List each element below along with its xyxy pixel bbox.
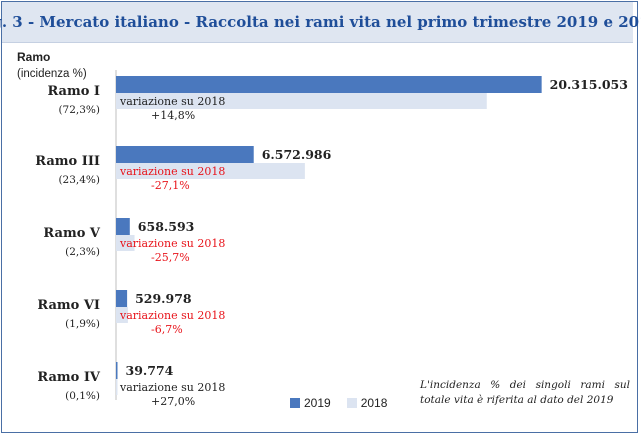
- bar-2019-2: [116, 146, 254, 163]
- variation-value-5: +27,0%: [151, 395, 195, 408]
- title-bar: Fig. 3 - Mercato italiano - Raccolta nei…: [0, 2, 641, 43]
- variation-value-4: -6,7%: [151, 323, 183, 336]
- value-label-2019-5: 39.774: [126, 363, 174, 378]
- bar-2019-3: [116, 218, 130, 235]
- incidenza-label-2: (23,4%): [58, 174, 100, 186]
- variation-caption-5: variazione su 2018: [119, 381, 225, 394]
- column-header-incidenza: (incidenza %): [17, 68, 87, 80]
- legend-item-2019: 2019: [290, 396, 331, 410]
- legend-item-2018: 2018: [346, 396, 388, 410]
- variation-caption-1: variazione su 2018: [119, 95, 225, 108]
- bar-2019-1: [116, 76, 542, 93]
- incidenza-label-1: (72,3%): [58, 104, 100, 116]
- bar-2018-5: [116, 379, 118, 395]
- value-label-2019-1: 20.315.053: [550, 77, 628, 92]
- legend-swatch-2019: [290, 398, 300, 408]
- variation-value-2: -27,1%: [151, 179, 190, 192]
- footnote: L'incidenza % dei singoli rami sul total…: [420, 379, 630, 406]
- bar-2018-3: [116, 235, 135, 251]
- column-header-ramo: Ramo: [17, 50, 51, 64]
- bar-2019-4: [116, 290, 128, 307]
- bar-2018-4: [116, 307, 128, 323]
- variation-caption-3: variazione su 2018: [119, 237, 225, 250]
- incidenza-label-3: (2,3%): [65, 246, 100, 258]
- variation-caption-4: variazione su 2018: [119, 309, 225, 322]
- incidenza-label-4: (1,9%): [65, 318, 100, 330]
- value-label-2019-2: 6.572.986: [262, 147, 332, 162]
- bar-2018-1: [116, 93, 487, 109]
- legend-swatch-2018: [346, 398, 357, 408]
- legend: 2019 2018: [290, 396, 403, 410]
- incidenza-label-5: (0,1%): [65, 390, 100, 402]
- category-label-3: Ramo V: [43, 226, 100, 241]
- variation-caption-2: variazione su 2018: [119, 165, 225, 178]
- variation-value-1: +14,8%: [151, 109, 195, 122]
- category-label-1: Ramo I: [47, 84, 100, 99]
- category-label-4: Ramo VI: [37, 298, 100, 313]
- variation-value-3: -25,7%: [151, 251, 190, 264]
- chart-title: Fig. 3 - Mercato italiano - Raccolta nei…: [0, 13, 641, 31]
- value-label-2019-3: 658.593: [138, 219, 195, 234]
- bar-2018-2: [116, 163, 305, 179]
- legend-label-2018: 2018: [360, 396, 388, 410]
- bar-2019-5: [116, 362, 118, 379]
- legend-label-2019: 2019: [304, 396, 331, 410]
- category-label-5: Ramo IV: [37, 370, 101, 385]
- category-label-2: Ramo III: [35, 154, 100, 169]
- value-label-2019-4: 529.978: [135, 291, 192, 306]
